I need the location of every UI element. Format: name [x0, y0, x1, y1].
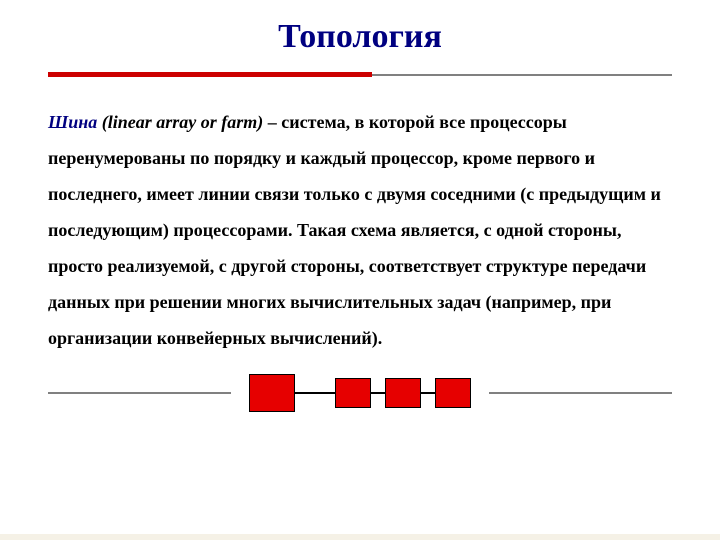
- body-paragraph: Шина (linear array or farm) – система, в…: [48, 104, 672, 356]
- bus-link-2: [371, 392, 385, 394]
- rule-left: [48, 392, 231, 394]
- bus-node-3: [385, 378, 421, 408]
- paragraph-text: – система, в которой все процессоры пере…: [48, 112, 661, 348]
- divider-thin: [372, 74, 672, 76]
- bus-diagram: [249, 374, 471, 412]
- slide-title: Топология: [48, 18, 672, 56]
- subterm-emphasis: (linear array or farm): [102, 112, 264, 132]
- bus-node-2: [335, 378, 371, 408]
- footer-bar: [0, 534, 720, 540]
- title-divider: [48, 72, 672, 76]
- bus-node-4: [435, 378, 471, 408]
- diagram-row: [48, 374, 672, 412]
- rule-right: [489, 392, 672, 394]
- bus-link-1: [295, 392, 335, 394]
- bus-node-1: [249, 374, 295, 412]
- bus-link-3: [421, 392, 435, 394]
- term-emphasis: Шина: [48, 112, 97, 132]
- slide: Топология Шина (linear array or farm) – …: [0, 0, 720, 540]
- divider-thick: [48, 72, 372, 77]
